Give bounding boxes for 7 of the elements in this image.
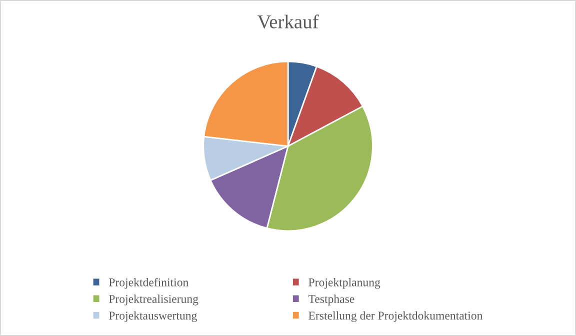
legend-label: Testphase xyxy=(308,294,354,306)
legend-label: Projektplanung xyxy=(308,278,380,289)
chart-title: Verkauf xyxy=(257,14,319,28)
legend-label: Projektdefinition xyxy=(108,278,188,289)
legend-label: Projektrealisierung xyxy=(108,294,198,306)
legend-label: Projektauswertung xyxy=(108,311,197,322)
legend-label: Erstellung der Projektdokumentation xyxy=(308,311,483,322)
